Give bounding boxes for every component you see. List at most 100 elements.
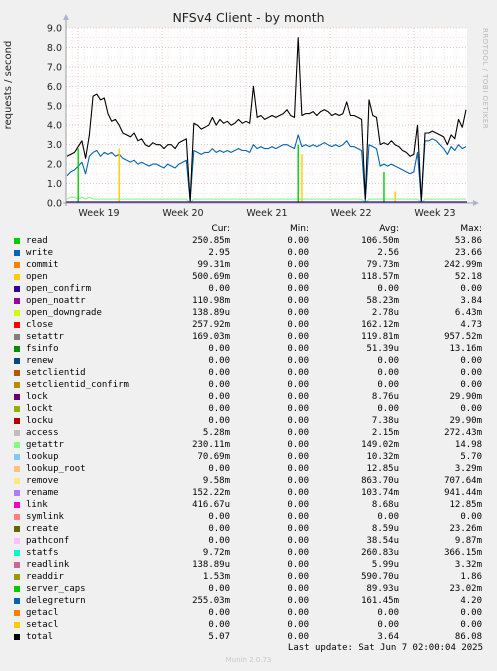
legend-min-value: 0.00 (287, 452, 309, 462)
legend-avg-value: 8.59u (371, 524, 399, 534)
y-tick-label: 4.0 (47, 121, 62, 132)
legend-name: link (26, 500, 48, 510)
legend-max-value: 5.70 (460, 452, 482, 462)
legend-cur-value: 0.00 (208, 536, 230, 546)
legend-avg-value: 118.57m (361, 272, 399, 282)
legend-avg-value: 119.81m (361, 332, 399, 342)
legend-cur-value: 0.00 (208, 404, 230, 414)
chart-title: NFSv4 Client - by month (172, 10, 325, 25)
legend-row: write 2.95 0.00 2.56 23.66 (0, 247, 497, 259)
legend-avg-value: 590.70u (361, 572, 399, 582)
legend-cur-value: 230.11m (192, 440, 230, 450)
legend-name: read (26, 236, 48, 246)
legend-max-value: 941.44m (444, 488, 482, 498)
legend-avg-value: 260.83u (361, 548, 399, 558)
legend-max-value: 23.66 (454, 248, 482, 258)
legend-name: server_caps (26, 584, 86, 594)
legend-cur-value: 0.00 (208, 524, 230, 534)
legend-name: setacl (26, 620, 59, 630)
legend-swatch (14, 562, 20, 568)
legend-min-value: 0.00 (287, 560, 309, 570)
legend-swatch (14, 442, 20, 448)
legend-row: remove 9.58m 0.00 863.70u 707.64m (0, 475, 497, 487)
legend-name: open_confirm (26, 284, 92, 294)
legend-min-value: 0.00 (287, 308, 309, 318)
legend-min-value: 0.00 (287, 488, 309, 498)
legend-min-value: 0.00 (287, 632, 309, 642)
series-line-total (66, 37, 467, 202)
legend-swatch (14, 586, 20, 592)
legend-name: open_noattr (26, 296, 86, 306)
legend-row: lockt 0.00 0.00 0.00 0.00 (0, 403, 497, 415)
series-line-getattr (66, 196, 466, 204)
legend-avg-value: 0.00 (377, 380, 399, 390)
legend-name: statfs (26, 548, 59, 558)
legend-avg-value: 0.00 (377, 512, 399, 522)
legend-cur-value: 416.67u (192, 500, 230, 510)
legend-row: open_downgrade 138.89u 0.00 2.78u 6.43m (0, 307, 497, 319)
legend-row: fsinfo 0.00 0.00 51.39u 13.16m (0, 343, 497, 355)
legend-min-value: 0.00 (287, 512, 309, 522)
x-axis-arrow (473, 200, 479, 206)
legend-avg-value: 12.85u (366, 464, 399, 474)
legend-avg-value: 79.73m (366, 260, 399, 270)
legend-cur-value: 138.89u (192, 308, 230, 318)
legend-header-cur: Cur: (211, 224, 230, 234)
legend-avg-value: 3.64 (377, 632, 399, 642)
legend-row: lookup_root 0.00 0.00 12.85u 3.29m (0, 463, 497, 475)
legend-avg-value: 8.68u (371, 500, 399, 510)
legend-max-value: 242.99m (444, 260, 482, 270)
legend-cur-value: 0.00 (208, 368, 230, 378)
legend-row: lock 0.00 0.00 8.76u 29.90m (0, 391, 497, 403)
legend-name: fsinfo (26, 344, 59, 354)
legend-row: open_confirm 0.00 0.00 0.00 0.00 (0, 283, 497, 295)
legend-min-value: 0.00 (287, 296, 309, 306)
legend-header-row: Cur: Min: Avg: Max: (0, 223, 497, 235)
legend-swatch (14, 610, 20, 616)
legend-swatch (14, 574, 20, 580)
legend-avg-value: 0.00 (377, 620, 399, 630)
legend-max-value: 4.20 (460, 596, 482, 606)
legend-min-value: 0.00 (287, 476, 309, 486)
legend-min-value: 0.00 (287, 536, 309, 546)
legend-cur-value: 5.28m (202, 428, 230, 438)
legend-avg-value: 0.00 (377, 368, 399, 378)
last-update: Last update: Sat Jun 7 02:00:04 2025 (287, 643, 483, 653)
legend-name: symlink (26, 512, 64, 522)
legend-swatch (14, 502, 20, 508)
legend-avg-value: 58.23m (366, 296, 399, 306)
legend-row: read 250.85m 0.00 106.50m 53.86 (0, 235, 497, 247)
legend-min-value: 0.00 (287, 464, 309, 474)
legend-max-value: 3.29m (454, 464, 482, 474)
legend-max-value: 29.90m (449, 416, 482, 426)
legend-swatch (14, 550, 20, 556)
legend-avg-value: 0.00 (377, 404, 399, 414)
legend-min-value: 0.00 (287, 344, 309, 354)
legend-min-value: 0.00 (287, 284, 309, 294)
legend-min-value: 0.00 (287, 440, 309, 450)
legend-max-value: 957.52m (444, 332, 482, 342)
legend-name: setclientid_confirm (26, 380, 129, 390)
legend-min-value: 0.00 (287, 272, 309, 282)
legend-max-value: 9.87m (454, 536, 482, 546)
legend-row: statfs 9.72m 0.00 260.83u 366.15m (0, 547, 497, 559)
legend-swatch (14, 382, 20, 388)
legend-name: remove (26, 476, 59, 486)
x-tick-label: Week 22 (330, 208, 371, 219)
legend-swatch (14, 418, 20, 424)
legend-min-value: 0.00 (287, 320, 309, 330)
legend-row: open_noattr 110.98m 0.00 58.23m 3.84 (0, 295, 497, 307)
y-tick-label: 7.0 (47, 62, 62, 73)
y-tick-label: 3.0 (47, 140, 62, 151)
legend-max-value: 6.43m (454, 308, 482, 318)
legend-cur-value: 0.00 (208, 584, 230, 594)
legend-swatch (14, 286, 20, 292)
legend-max-value: 366.15m (444, 548, 482, 558)
legend-min-value: 0.00 (287, 416, 309, 426)
legend-max-value: 53.86 (454, 236, 482, 246)
legend-cur-value: 99.31m (197, 260, 230, 270)
legend-name: locku (26, 416, 54, 426)
legend-cur-value: 0.00 (208, 464, 230, 474)
legend-cur-value: 0.00 (208, 620, 230, 630)
x-tick-label: Week 20 (162, 208, 203, 219)
